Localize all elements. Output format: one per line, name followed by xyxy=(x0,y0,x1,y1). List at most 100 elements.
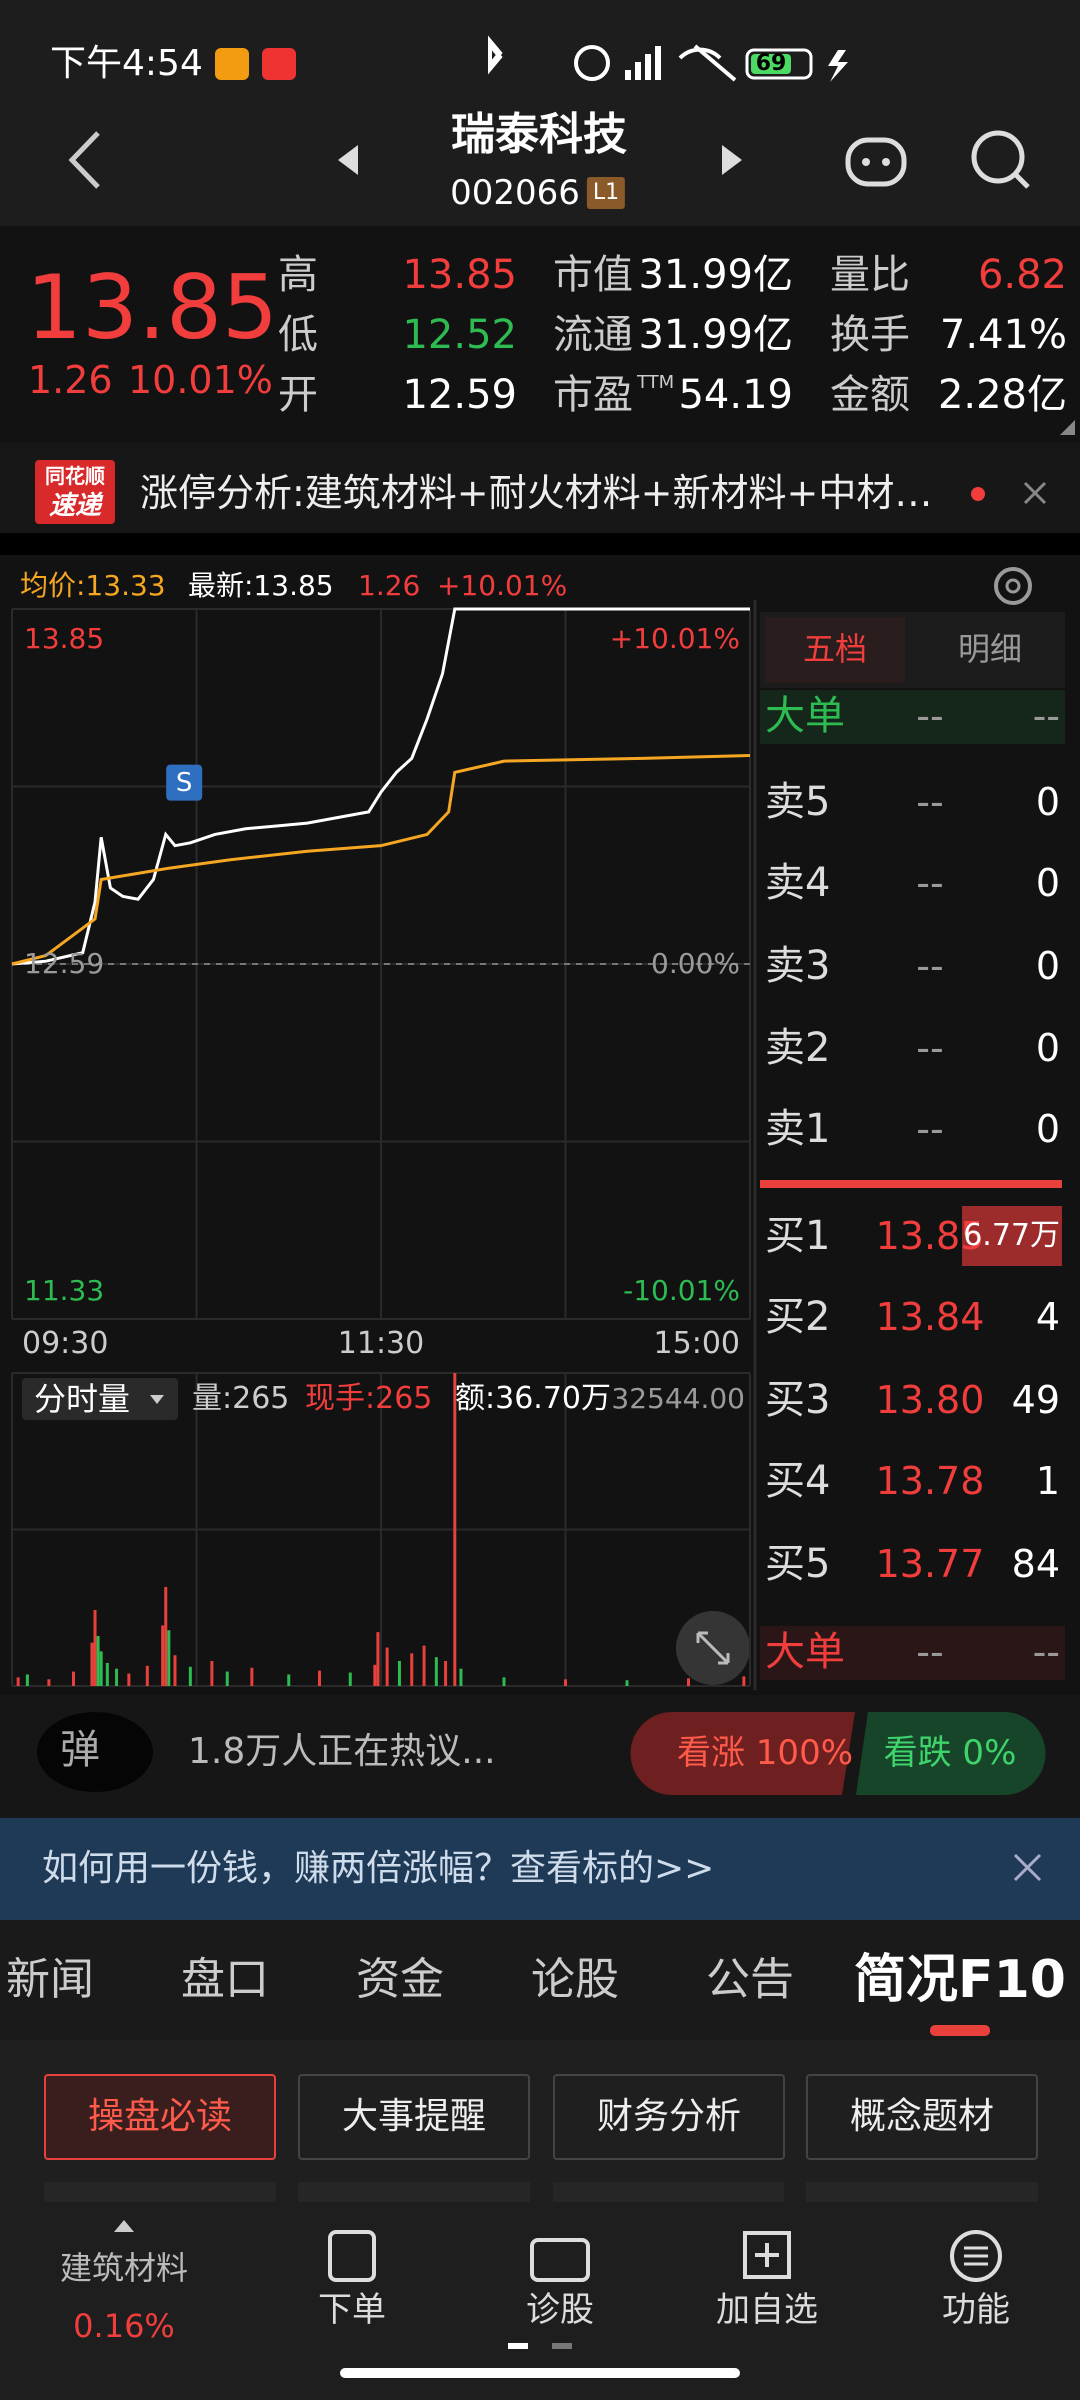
button-hint xyxy=(44,2182,276,2202)
volume-bar xyxy=(47,1679,51,1686)
book-label: 卖5 xyxy=(765,779,831,825)
volume-bar xyxy=(105,1662,109,1686)
volume-bar xyxy=(376,1632,380,1686)
search-icon[interactable] xyxy=(971,130,1025,184)
hand-now: 现手:265 xyxy=(305,1381,433,1416)
f10-button[interactable] xyxy=(806,2074,1038,2160)
banner-dot xyxy=(971,487,985,501)
volume-bar xyxy=(459,1668,463,1686)
book-volume: -- xyxy=(1032,694,1060,738)
x-tick-label: 09:30 xyxy=(22,1326,109,1361)
price-line xyxy=(11,607,750,966)
corner-mark xyxy=(1060,420,1075,435)
f10-button[interactable] xyxy=(298,2074,530,2160)
ad-text[interactable]: 如何用一份钱，赚两倍涨幅？查看标的>> xyxy=(42,1848,715,1889)
discussion-text[interactable]: 1.8万人正在热议... xyxy=(188,1731,496,1772)
separator xyxy=(0,533,1080,555)
big-buy-bg xyxy=(760,1626,1065,1680)
volume-bar xyxy=(373,1664,377,1686)
prev-stock[interactable] xyxy=(338,145,358,175)
diagnose-icon xyxy=(530,2238,590,2282)
volume-bar xyxy=(16,1677,20,1686)
menu-lines xyxy=(964,2246,988,2266)
book-price: 13.78 xyxy=(875,1459,985,1503)
banner-logo-bottom: 速递 xyxy=(48,491,102,521)
f10-button[interactable] xyxy=(44,2074,276,2160)
bottom-nav-bg xyxy=(0,2200,1080,2400)
book-label: 买5 xyxy=(765,1541,831,1587)
sector-name[interactable]: 建筑材料 xyxy=(59,2249,189,2287)
alarm-icon xyxy=(574,45,610,81)
section-tab[interactable]: 资金 xyxy=(356,1954,444,2005)
volume-max-label: 32544.00 xyxy=(611,1382,745,1415)
banner-text[interactable]: 涨停分析:建筑材料+耐火材料+新材料+中材… xyxy=(140,471,933,515)
stat-value: 13.85 xyxy=(402,252,517,298)
orderbook-tab[interactable]: 明细 xyxy=(957,630,1023,668)
tab-selected-bg[interactable] xyxy=(765,617,905,683)
section-tab[interactable]: 新闻 xyxy=(6,1954,94,2005)
tabs-bg xyxy=(0,1920,1080,2040)
book-volume: 4 xyxy=(1035,1295,1060,1339)
volume-bar xyxy=(173,1655,177,1686)
nav-item[interactable]: 诊股 xyxy=(526,2290,594,2330)
danmu-button[interactable] xyxy=(37,1712,153,1792)
volume-bar xyxy=(444,1660,448,1686)
stat-value: 2.28亿 xyxy=(937,372,1067,418)
section-tab[interactable]: 论股 xyxy=(531,1954,619,2005)
stat-value: 31.99亿 xyxy=(638,252,793,298)
danmu-icon[interactable]: 弹 xyxy=(60,1727,100,1773)
signal-icon xyxy=(645,54,651,80)
bear-label[interactable]: 看跌 0% xyxy=(883,1733,1017,1773)
f10-button[interactable] xyxy=(553,2074,785,2160)
book-price: 13.85 xyxy=(875,1214,985,1258)
bear-pill[interactable] xyxy=(856,1712,1046,1795)
assistant-icon[interactable] xyxy=(845,137,907,187)
back-icon[interactable] xyxy=(68,131,100,189)
stat-label: 低 xyxy=(278,312,318,358)
latest-change: 1.26 xyxy=(358,569,421,602)
volume-now: 量:265 xyxy=(192,1381,290,1416)
section-tab[interactable]: 盘口 xyxy=(181,1954,269,2005)
book-label: 买1 xyxy=(765,1213,831,1259)
f10-button-label[interactable]: 操盘必读 xyxy=(87,2096,233,2137)
price-change: 1.26 xyxy=(28,358,113,402)
next-stock[interactable] xyxy=(722,145,742,175)
volume-bar xyxy=(564,1679,567,1686)
volume-mode[interactable]: 分时量 xyxy=(34,1380,131,1418)
volume-bar xyxy=(90,1642,94,1686)
book-divider xyxy=(760,1180,1062,1188)
expand-arrow[interactable] xyxy=(114,2220,134,2232)
book-volume: 0 xyxy=(1035,780,1060,824)
volume-bar xyxy=(127,1673,131,1686)
f10-button-label[interactable]: 财务分析 xyxy=(596,2096,742,2137)
f10-button-label[interactable]: 概念题材 xyxy=(849,2096,995,2137)
signal-icon xyxy=(655,46,661,80)
book-volume: 0 xyxy=(1035,1026,1060,1070)
section-tab[interactable]: 简况F10 xyxy=(854,1950,1066,2010)
bull-pill[interactable] xyxy=(630,1712,855,1795)
settings-icon[interactable] xyxy=(994,567,1032,605)
nav-item[interactable]: 加自选 xyxy=(716,2290,818,2330)
button-hint xyxy=(553,2182,784,2202)
page-dot xyxy=(552,2343,572,2349)
ad-close[interactable] xyxy=(1013,1853,1042,1882)
avg-price: 均价:13.33 xyxy=(20,569,166,602)
battery-level-text: 69 xyxy=(755,51,787,76)
banner-close[interactable] xyxy=(1023,481,1047,505)
volume-mode-box[interactable] xyxy=(22,1378,178,1420)
bull-label[interactable]: 看涨 100% xyxy=(676,1733,854,1773)
f10-button-label[interactable]: 大事提醒 xyxy=(341,2096,487,2137)
y2-tick-label: 0.00% xyxy=(651,947,740,980)
nav-item[interactable]: 功能 xyxy=(942,2290,1010,2330)
volume-bar xyxy=(502,1677,506,1686)
section-tab[interactable]: 公告 xyxy=(706,1954,794,2005)
signal-icon xyxy=(625,70,631,80)
nav-item[interactable]: 下单 xyxy=(318,2290,386,2330)
x-tick-label: 15:00 xyxy=(653,1326,740,1361)
ad-bg xyxy=(0,1818,1080,1920)
book-label: 买4 xyxy=(765,1458,831,1504)
volume-bar xyxy=(397,1660,401,1686)
orderbook-tab[interactable]: 五档 xyxy=(802,630,868,668)
volume-bar xyxy=(287,1674,291,1686)
stat-label: 市盈 xyxy=(553,372,633,418)
